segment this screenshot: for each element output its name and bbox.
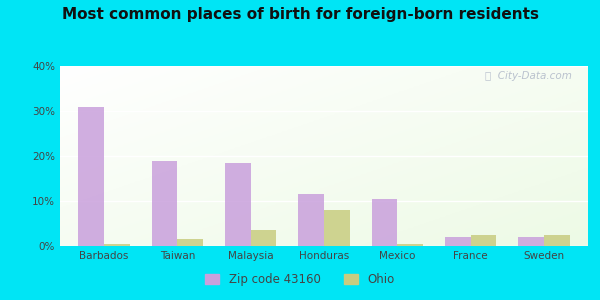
Bar: [518, 237, 544, 246]
Bar: [371, 199, 397, 246]
Bar: [445, 237, 470, 246]
Bar: [104, 244, 130, 246]
Bar: [79, 106, 104, 246]
Legend: Zip code 43160, Ohio: Zip code 43160, Ohio: [200, 269, 400, 291]
Bar: [225, 163, 251, 246]
Bar: [152, 160, 178, 246]
Text: ⓘ  City-Data.com: ⓘ City-Data.com: [485, 71, 572, 81]
Bar: [470, 235, 496, 246]
Text: Most common places of birth for foreign-born residents: Most common places of birth for foreign-…: [62, 8, 539, 22]
Bar: [178, 239, 203, 246]
Bar: [251, 230, 277, 246]
Bar: [324, 210, 350, 246]
Bar: [298, 194, 324, 246]
Bar: [544, 235, 569, 246]
Bar: [397, 244, 423, 246]
